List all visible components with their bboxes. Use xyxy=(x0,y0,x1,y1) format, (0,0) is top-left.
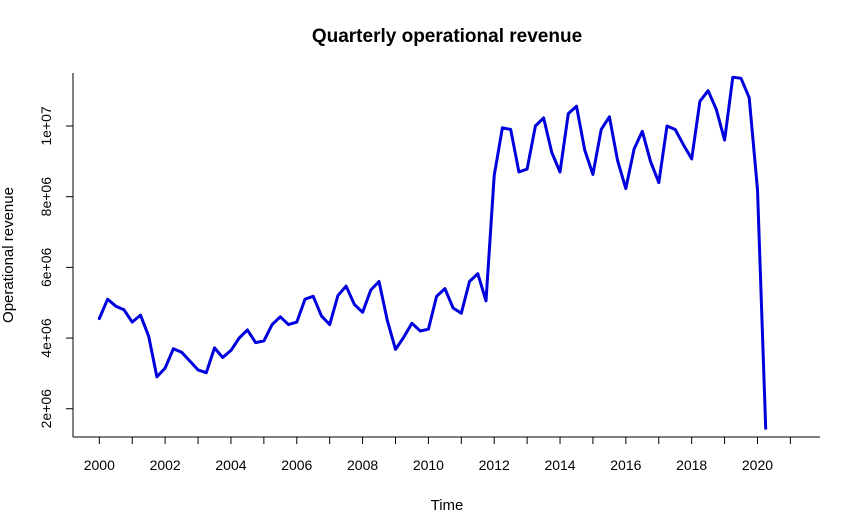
series-line xyxy=(97,75,768,430)
y-tick-label: 6e+06 xyxy=(38,247,54,287)
y-tick-label: 4e+06 xyxy=(38,318,54,358)
y-axis-ticks: 2e+06 4e+06 6e+06 8e+06 1e+07 xyxy=(38,106,73,428)
x-tick-label: 2000 xyxy=(84,457,115,473)
plot-area xyxy=(72,73,820,438)
x-tick-label: 2016 xyxy=(610,457,641,473)
x-tick-label: 2014 xyxy=(544,457,575,473)
x-tick-label: 2010 xyxy=(413,457,444,473)
x-tick-label: 2020 xyxy=(742,457,773,473)
chart-title: Quarterly operational revenue xyxy=(312,26,582,47)
y-tick-label: 8e+06 xyxy=(38,177,54,217)
x-tick-label: 2002 xyxy=(150,457,181,473)
x-tick-label: 2006 xyxy=(281,457,312,473)
x-tick-label: 2004 xyxy=(215,457,246,473)
x-tick-label: 2018 xyxy=(676,457,707,473)
x-axis-label: Time xyxy=(431,497,464,514)
x-tick-label: 2008 xyxy=(347,457,378,473)
y-axis-label: Operational revenue xyxy=(0,187,17,323)
y-tick-label: 1e+07 xyxy=(38,106,54,146)
x-axis-ticks: 2000 2002 2004 2006 2008 2010 2012 2014 2016 2018… xyxy=(84,437,791,473)
y-tick-label: 2e+06 xyxy=(38,389,54,429)
x-tick-label: 2012 xyxy=(479,457,510,473)
series-group xyxy=(97,75,768,430)
